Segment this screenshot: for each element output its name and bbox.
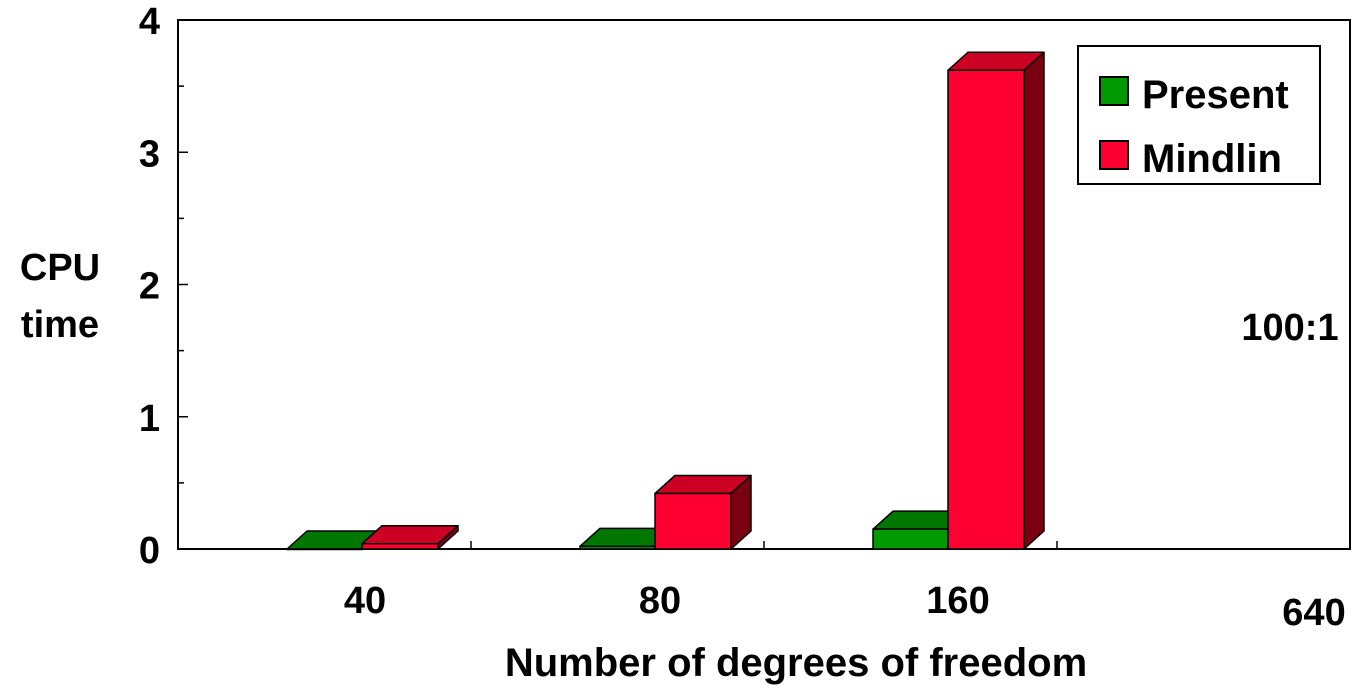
legend-label-present: Present [1142, 73, 1289, 117]
y-tick-label: 3 [139, 133, 160, 175]
legend: Present Mindlin [1077, 45, 1321, 185]
bar-side-face [1023, 51, 1045, 550]
bar-front-face [947, 69, 1025, 550]
labels: 0 1 2 3 4 40 80 160 640 Number of degrees of free… [20, 1, 1346, 685]
x-tick-label: 160 [926, 580, 989, 622]
y-tick-label: 2 [139, 266, 160, 308]
legend-label-mindlin: Mindlin [1142, 137, 1282, 181]
bar-front-face [286, 548, 363, 551]
x-tick-label: 40 [344, 580, 386, 622]
axes [177, 19, 1351, 550]
x-axis-title: Number of degrees of freedom [505, 641, 1087, 685]
y-axis-title: time [21, 304, 99, 346]
bars [286, 51, 1045, 551]
y-tick-label: 1 [139, 398, 160, 440]
ratio-annotation: 100:1 [1241, 307, 1338, 349]
bar-front-face [654, 492, 732, 550]
y-tick-label: 0 [139, 530, 160, 572]
y-axis-title: CPU [20, 247, 100, 289]
legend-swatch-present [1099, 76, 1129, 106]
bar-front-face [872, 528, 949, 550]
bar-front-face [361, 542, 439, 550]
bar-front-face [579, 545, 656, 550]
bar-mindlin [947, 51, 1045, 550]
legend-swatch-mindlin [1099, 140, 1129, 170]
y-tick-label: 4 [139, 1, 160, 43]
x-tick-label: 80 [639, 580, 681, 622]
bar-mindlin [361, 524, 459, 550]
x-tick-label: 640 [1282, 592, 1345, 634]
bar-mindlin [654, 474, 752, 550]
